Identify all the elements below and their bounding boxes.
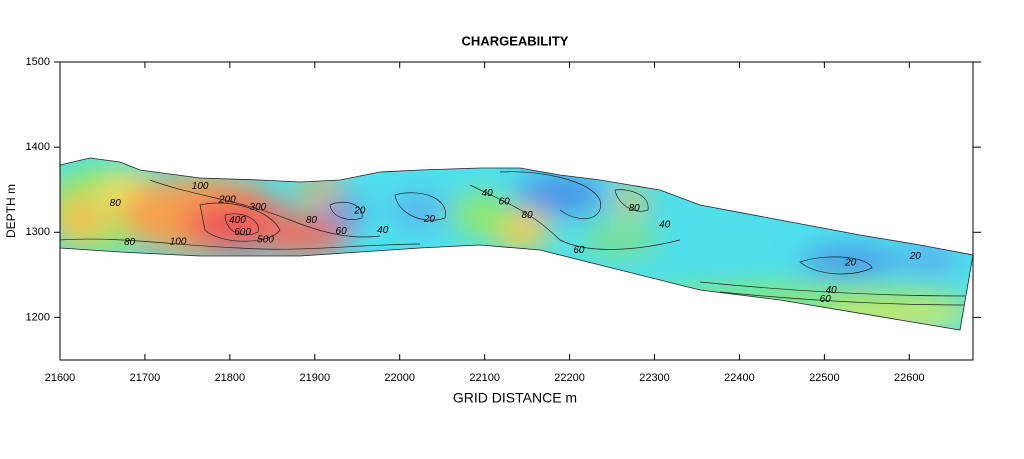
x-tick-label: 22600 (894, 372, 925, 384)
contour-label: 100 (170, 236, 187, 247)
contour-label: 60 (499, 196, 511, 207)
contour-label: 20 (423, 214, 436, 225)
contour-label: 80 (629, 203, 641, 214)
chart-title: CHARGEABILITY (462, 33, 569, 48)
plot-frame (59, 61, 974, 361)
contour-label: 60 (820, 294, 832, 305)
x-tick-label: 22000 (384, 372, 415, 384)
x-tick-label: 22200 (554, 372, 585, 384)
contour-label: 80 (124, 237, 136, 248)
y-tick-label: 1500 (26, 56, 50, 68)
contour-label: 100 (192, 181, 209, 192)
x-tick-label: 22400 (724, 372, 755, 384)
contour-label: 20 (909, 251, 922, 262)
y-tick-label: 1300 (26, 226, 50, 238)
contour-label: 60 (573, 245, 585, 256)
contour-label: 20 (844, 258, 857, 269)
contour-label: 400 (229, 215, 246, 226)
contour-label: 80 (110, 198, 122, 209)
contour-label: 300 (250, 202, 267, 213)
x-tick-label: 22100 (469, 372, 500, 384)
contour-label: 40 (659, 219, 671, 230)
contour-label: 40 (826, 285, 838, 296)
x-tick-label: 21700 (130, 372, 161, 384)
contour-label: 500 (257, 235, 274, 246)
x-tick-label: 22500 (809, 372, 840, 384)
x-tick-label: 21800 (215, 372, 246, 384)
x-tick-label: 21900 (299, 372, 330, 384)
contour-label: 40 (377, 225, 389, 236)
contour-label: 200 (218, 195, 236, 206)
contour-label: 20 (353, 206, 366, 217)
x-tick-label: 22300 (639, 372, 670, 384)
x-axis-label: GRID DISTANCE m (453, 390, 577, 406)
contour-label: 80 (306, 215, 318, 226)
contour-label: 40 (482, 188, 494, 199)
x-tick-label: 21600 (45, 372, 76, 384)
contour-label: 600 (234, 227, 251, 238)
section-outline (59, 157, 974, 331)
y-tick-label: 1200 (26, 311, 50, 323)
y-axis-label: DEPTH m (4, 184, 18, 238)
y-tick-label: 1400 (26, 141, 50, 153)
contour-label: 80 (522, 210, 534, 221)
contour-label: 60 (336, 226, 348, 237)
